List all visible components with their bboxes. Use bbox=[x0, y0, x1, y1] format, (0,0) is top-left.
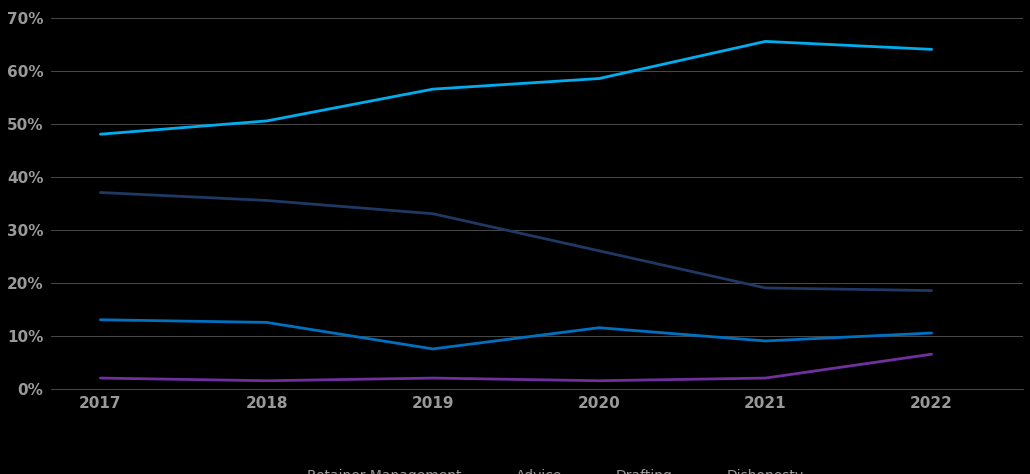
Legend: Retainer Management, Advice, Drafting, Dishonesty: Retainer Management, Advice, Drafting, D… bbox=[264, 464, 810, 474]
